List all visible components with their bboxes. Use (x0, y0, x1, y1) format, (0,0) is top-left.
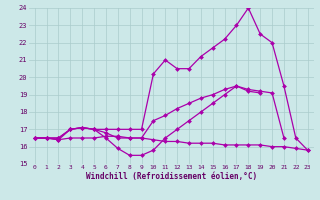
X-axis label: Windchill (Refroidissement éolien,°C): Windchill (Refroidissement éolien,°C) (86, 172, 257, 181)
